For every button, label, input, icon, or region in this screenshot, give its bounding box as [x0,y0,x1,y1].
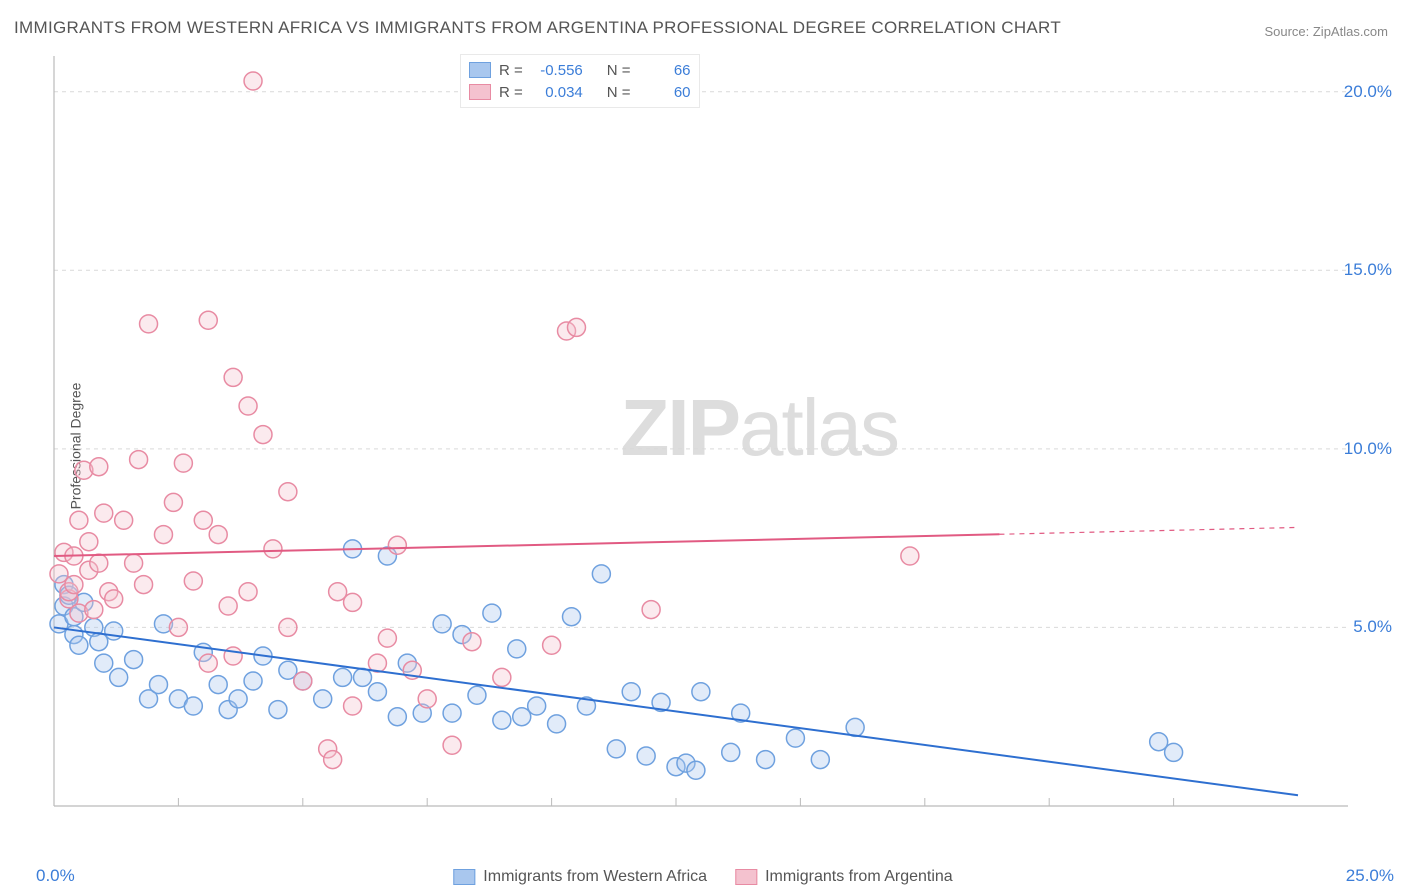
legend-n-label: N = [607,62,631,79]
legend-series: Immigrants from Western Africa Immigrant… [453,868,952,886]
chart-title: IMMIGRANTS FROM WESTERN AFRICA VS IMMIGR… [14,18,1061,38]
legend-row-2: R = 0.034 N = 60 [469,81,691,103]
legend-r-label: R = [499,62,523,79]
chart-source: Source: ZipAtlas.com [1264,24,1388,39]
y-tick-label: 10.0% [1344,439,1392,459]
legend-swatch [735,869,757,885]
legend-swatch [453,869,475,885]
source-label: Source: [1264,24,1312,39]
source-link: ZipAtlas.com [1313,24,1388,39]
y-tick-label: 20.0% [1344,82,1392,102]
legend-row-1: R = -0.556 N = 66 [469,59,691,81]
legend-n-label: N = [607,84,631,101]
legend-swatch-1 [469,62,491,78]
legend-label-2: Immigrants from Argentina [765,868,953,886]
plot-area [48,52,1358,830]
legend-r-value-2: 0.034 [531,84,583,101]
y-tick-label: 15.0% [1344,260,1392,280]
scatter-plot [48,52,1358,830]
x-origin-label: 0.0% [36,866,75,886]
legend-correlation: R = -0.556 N = 66 R = 0.034 N = 60 [460,54,700,108]
legend-r-label: R = [499,84,523,101]
legend-r-value-1: -0.556 [531,62,583,79]
x-max-label: 25.0% [1346,866,1394,886]
legend-label-1: Immigrants from Western Africa [483,868,707,886]
legend-swatch-2 [469,84,491,100]
legend-n-value-2: 60 [639,84,691,101]
legend-item-2: Immigrants from Argentina [735,868,953,886]
y-tick-label: 5.0% [1353,617,1392,637]
legend-item-1: Immigrants from Western Africa [453,868,707,886]
legend-n-value-1: 66 [639,62,691,79]
